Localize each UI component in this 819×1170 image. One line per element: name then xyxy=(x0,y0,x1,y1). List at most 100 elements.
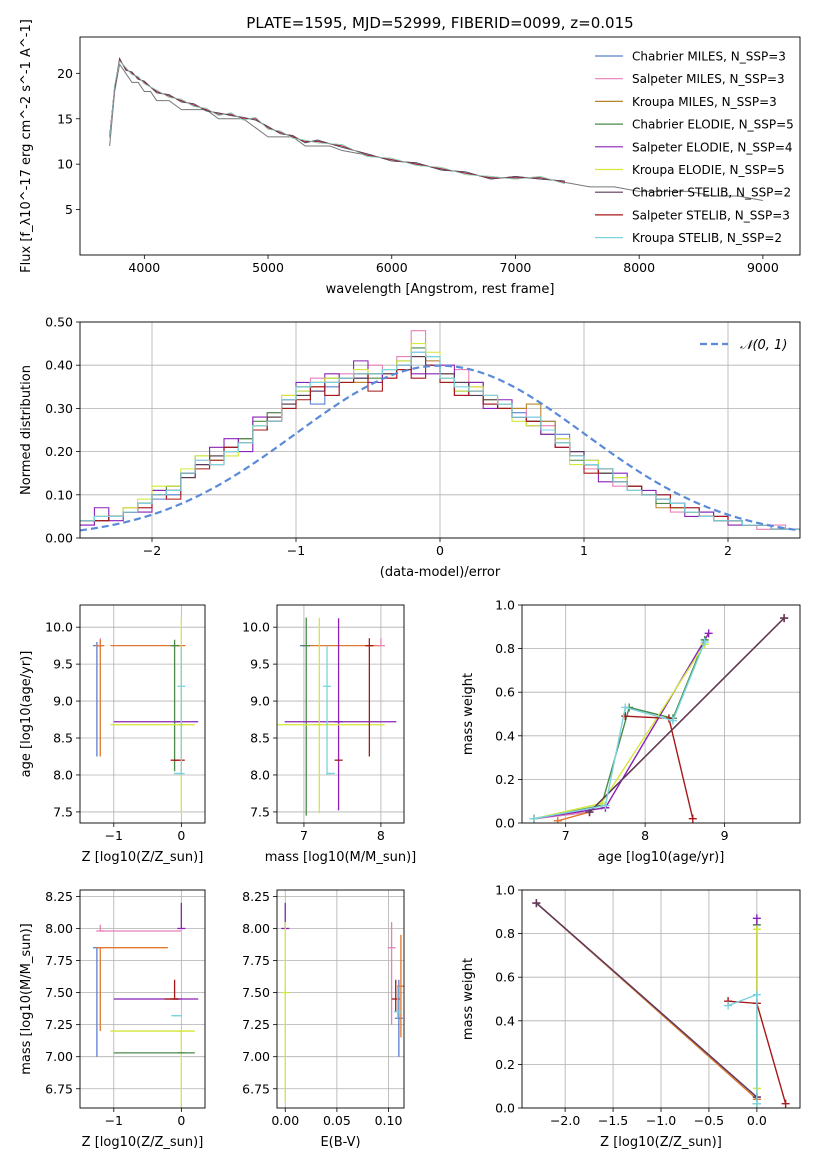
plot-area xyxy=(281,902,404,1102)
x-tick-label: 5000 xyxy=(252,260,284,275)
y-axis-label: mass [log10(M/M_sun)] xyxy=(19,923,34,1075)
legend-label: Salpeter ELODIE, N_SSP=4 xyxy=(632,140,793,154)
y-tick-label: 0.20 xyxy=(45,444,73,459)
plot-frame xyxy=(79,889,206,1109)
y-tick-label: 8.0 xyxy=(250,767,270,782)
y-tick-label: 7.75 xyxy=(242,953,270,968)
x-tick-label: 6000 xyxy=(376,260,408,275)
series-marker xyxy=(621,712,630,721)
series-marker xyxy=(532,899,541,908)
x-tick-label: 8 xyxy=(641,828,649,843)
x-axis-label: age [log10(age/yr)] xyxy=(598,850,725,865)
series-marker xyxy=(781,1099,790,1108)
y-tick-label: 10.0 xyxy=(45,620,73,635)
series-marker xyxy=(601,801,610,810)
legend-label: Kroupa MILES, N_SSP=3 xyxy=(632,95,777,109)
plot-frame xyxy=(276,889,405,1109)
model-spectrum-line xyxy=(109,60,566,185)
y-tick-label: 15 xyxy=(57,111,73,126)
histogram-series xyxy=(80,351,800,530)
x-tick-label: −2.0 xyxy=(550,1113,580,1128)
series-line xyxy=(533,643,706,820)
model-spectrum-line xyxy=(109,57,565,182)
series-marker xyxy=(752,990,761,999)
plot-area xyxy=(92,617,199,814)
chart-spectrum: 4000 5000 6000 7000 8000 9000 5 10 15 20 wavelengt… xyxy=(19,19,801,297)
x-tick-label: 0 xyxy=(436,543,444,558)
y-tick-label: 8.00 xyxy=(45,921,73,936)
series-marker xyxy=(553,816,562,823)
y-tick-label: 10 xyxy=(57,157,73,172)
x-tick-label: 0 xyxy=(177,828,185,843)
plot-area xyxy=(109,57,763,201)
x-tick-label: 9 xyxy=(721,828,729,843)
y-axis-label: mass weight xyxy=(461,958,476,1040)
series-marker xyxy=(585,808,594,817)
x-tick-label: −1.0 xyxy=(646,1113,676,1128)
x-tick-label: 0.05 xyxy=(323,1113,351,1128)
legend-label: 𝒩(0, 1) xyxy=(740,338,787,353)
x-tick-label: 7000 xyxy=(500,260,532,275)
x-tick-label: 7 xyxy=(562,828,570,843)
series-line xyxy=(533,641,706,820)
series-marker xyxy=(780,614,789,623)
y-tick-label: 7.50 xyxy=(242,985,270,1000)
y-tick-label: 9.5 xyxy=(53,657,73,672)
y-tick-label: 20 xyxy=(57,66,73,81)
legend-label: Salpeter STELIB, N_SSP=3 xyxy=(632,208,790,222)
y-tick-label: 0.50 xyxy=(45,315,73,330)
series-marker xyxy=(688,814,697,823)
y-tick-label: 0.8 xyxy=(495,641,515,656)
x-tick-label: 8000 xyxy=(623,260,655,275)
y-tick-label: 7.5 xyxy=(250,804,270,819)
y-tick-label: 9.5 xyxy=(250,657,270,672)
y-tick-label: 8.0 xyxy=(53,767,73,782)
series-marker xyxy=(529,814,538,823)
series-line xyxy=(589,617,785,813)
legend-label: Chabrier STELIB, N_SSP=2 xyxy=(632,186,791,200)
chart-mass_vs_Z: −1 0 6.75 7.00 7.25 7.50 7.75 8.00 8.25 Z [log10(… xyxy=(19,889,206,1150)
x-axis-label: Z [log10(Z/Z_sun)] xyxy=(82,850,204,865)
y-axis-label: Normed distribution xyxy=(19,365,34,495)
chart-weight_vs_age: 7 8 9 0.0 0.2 0.4 0.6 0.8 1.0 age [log10(age/yr)]… xyxy=(461,598,801,865)
series-line xyxy=(535,902,758,1098)
y-tick-label: 9.0 xyxy=(250,694,270,709)
plot-area xyxy=(532,899,790,1108)
chart-age_vs_mass: 7 8 7.5 8.0 8.5 9.0 9.5 10.0 mass [log10(M/M_sun… xyxy=(242,604,417,865)
gaussian-curve xyxy=(80,364,800,532)
x-tick-label: 9000 xyxy=(747,260,779,275)
y-tick-label: 0.4 xyxy=(495,1013,515,1028)
x-tick-label: 0.0 xyxy=(747,1113,767,1128)
y-tick-label: 0.10 xyxy=(45,487,73,502)
plot-frame xyxy=(79,36,801,256)
series-marker xyxy=(700,638,709,647)
plot-frame xyxy=(79,604,206,824)
plot-frame xyxy=(521,604,801,824)
x-axis-label: Z [log10(Z/Z_sun)] xyxy=(600,1135,722,1150)
y-tick-label: 8.00 xyxy=(242,921,270,936)
x-axis-label: mass [log10(M/M_sun)] xyxy=(265,850,417,865)
data-spectrum-line xyxy=(109,62,763,201)
x-axis-label: wavelength [Angstrom, rest frame] xyxy=(326,282,555,297)
x-axis-label: (data-model)/error xyxy=(380,565,501,580)
series-marker xyxy=(668,716,677,725)
y-tick-label: 0.2 xyxy=(495,1057,515,1072)
model-spectrum-line xyxy=(109,58,566,183)
model-spectrum-line xyxy=(109,57,565,182)
y-tick-label: 6.75 xyxy=(45,1081,73,1096)
model-spectrum-line xyxy=(109,58,566,183)
x-tick-label: 0.00 xyxy=(271,1113,299,1128)
y-tick-label: 7.25 xyxy=(45,1017,73,1032)
y-tick-label: 7.25 xyxy=(242,1017,270,1032)
chart-age_vs_Z: −1 0 7.5 8.0 8.5 9.0 9.5 10.0 Z [log10(Z/Z_sun)]… xyxy=(19,604,206,865)
x-tick-label: 4000 xyxy=(128,260,160,275)
y-tick-label: 0.00 xyxy=(45,531,73,546)
legend-label: Salpeter MILES, N_SSP=3 xyxy=(632,72,785,86)
y-tick-label: 9.0 xyxy=(53,694,73,709)
plot-frame xyxy=(79,321,801,539)
y-tick-label: 7.5 xyxy=(53,804,73,819)
chart-residuals: −2 −1 0 1 2 0.00 0.10 0.20 0.30 0.40 0.50 (data-mod… xyxy=(19,315,801,580)
y-tick-label: 0.0 xyxy=(495,1101,515,1116)
x-tick-label: −1 xyxy=(287,543,305,558)
